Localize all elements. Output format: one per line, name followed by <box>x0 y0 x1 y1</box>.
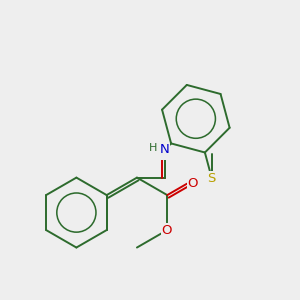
Text: S: S <box>208 172 216 184</box>
Text: N: N <box>160 143 170 157</box>
Text: O: O <box>187 177 198 190</box>
Text: O: O <box>161 224 172 237</box>
Text: O: O <box>159 146 170 159</box>
Text: H: H <box>148 143 157 153</box>
